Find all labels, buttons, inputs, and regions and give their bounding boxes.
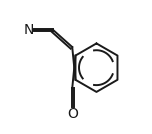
Text: O: O bbox=[67, 107, 78, 121]
Text: N: N bbox=[24, 23, 34, 37]
